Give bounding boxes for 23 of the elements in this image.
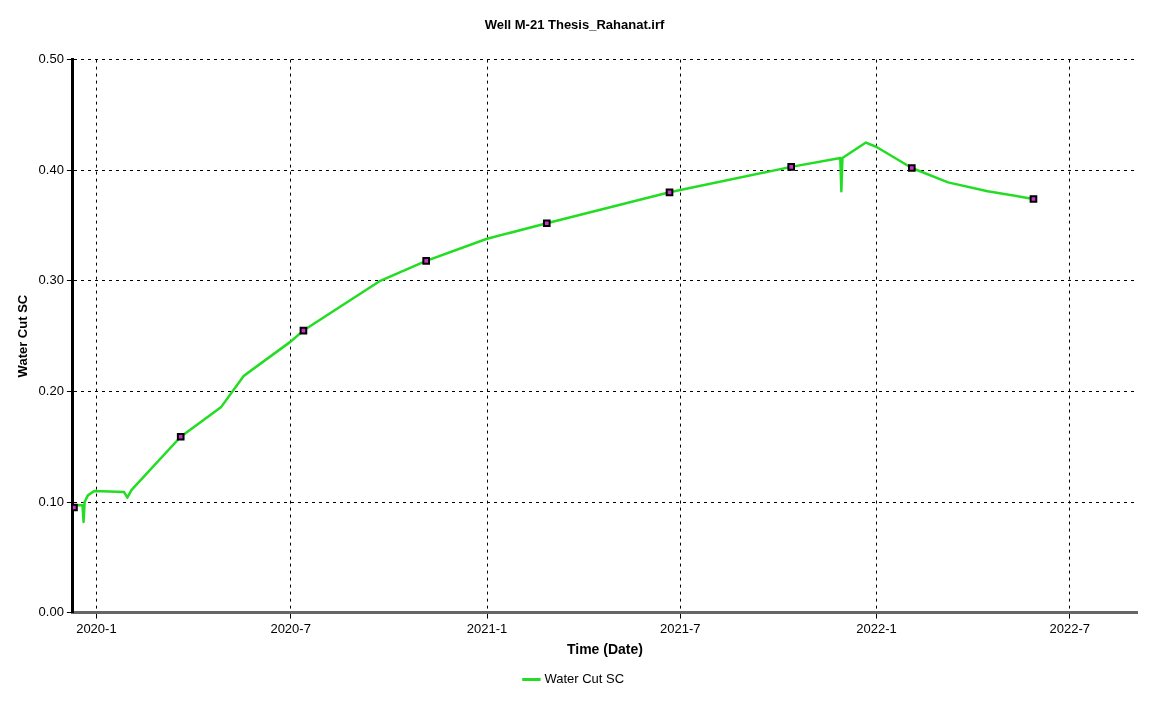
- legend-label: Water Cut SC: [544, 671, 625, 687]
- y-tick-label: 0.20: [38, 382, 64, 398]
- point: [787, 163, 796, 171]
- x-tick-label: 2020-1: [76, 620, 117, 636]
- y-axis-title: Water Cut SC: [15, 294, 31, 378]
- x-tick-label: 2022-1: [856, 620, 897, 636]
- point: [1029, 195, 1038, 203]
- point: [542, 219, 551, 228]
- y-tick-label: 0.50: [38, 51, 64, 67]
- point: [907, 164, 916, 172]
- y-tick-label: 0.30: [38, 272, 64, 288]
- point: [422, 257, 431, 265]
- point: [176, 432, 185, 441]
- x-tick-label: 2021-1: [466, 620, 508, 636]
- x-tick-label: 2021-7: [659, 620, 701, 636]
- x-tick-label: 2020-7: [270, 620, 311, 636]
- x-tick-label: 2022-7: [1049, 620, 1090, 636]
- y-tick-label: 0.10: [38, 493, 64, 509]
- point: [665, 188, 674, 197]
- x-axis-title: Time (Date): [566, 641, 643, 658]
- y-tick-label: 0.00: [38, 604, 64, 620]
- chart-title: Well M-21 Thesis_Rahanat.irf: [484, 17, 665, 33]
- y-tick-label: 0.40: [38, 161, 64, 177]
